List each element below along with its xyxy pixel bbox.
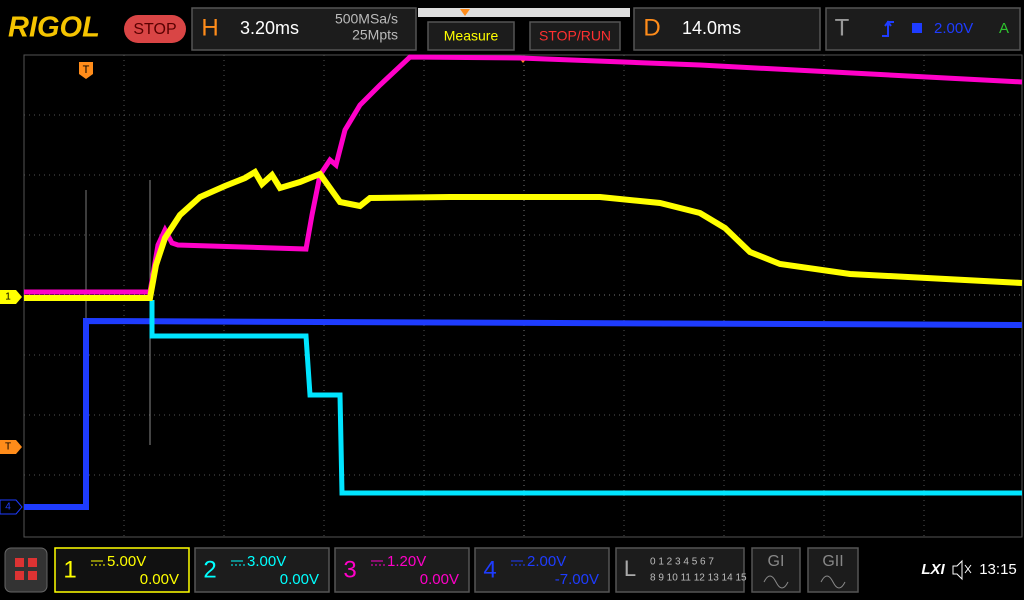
channel-panel[interactable] — [474, 547, 610, 593]
memory-bar — [418, 8, 630, 17]
menu-button[interactable] — [4, 547, 48, 593]
mute-icon[interactable] — [952, 559, 972, 581]
horizontal-panel[interactable] — [191, 7, 417, 51]
brand: RIGOL — [8, 12, 100, 44]
logic-row2: 8 9 10 11 12 13 14 15 — [650, 573, 747, 584]
delay-label: D — [643, 14, 660, 41]
trigger-position-label: T — [83, 64, 90, 76]
ch2-trace — [149, 300, 1022, 496]
channel-scale: 1.20V — [387, 553, 426, 570]
menu-icon — [28, 558, 37, 567]
ch1-marker — [0, 290, 22, 304]
clock: 13:15 — [979, 561, 1017, 578]
delay-panel[interactable] — [633, 7, 821, 51]
horizontal-label: H — [201, 14, 218, 41]
trigger-level-label: T — [5, 442, 11, 453]
generator1-button[interactable] — [751, 547, 801, 593]
coupling-icon — [231, 560, 245, 566]
status-badge[interactable] — [124, 15, 186, 43]
measure-label: Measure — [444, 28, 499, 44]
trigger-source-icon — [912, 23, 922, 33]
memory-depth: 25Mpts — [352, 27, 398, 43]
ch4-trace — [24, 317, 1023, 510]
channel-offset: 0.00V — [140, 571, 179, 588]
menu-icon — [15, 571, 24, 580]
coupling-icon — [371, 560, 385, 566]
trigger-position-marker — [79, 62, 93, 79]
channel-number: 4 — [483, 556, 496, 583]
stoprun-button[interactable] — [529, 21, 621, 51]
trigger-mode: A — [999, 20, 1009, 37]
channel-offset: 0.00V — [420, 571, 459, 588]
coupling-icon — [91, 560, 105, 566]
ch1-trace — [24, 167, 1023, 301]
generator1-label: GI — [768, 553, 785, 570]
ch4-marker — [0, 499, 23, 515]
channel-panel[interactable] — [334, 547, 470, 593]
status: STOP — [133, 21, 176, 38]
memory-position — [460, 9, 470, 16]
timebase: 3.20ms — [240, 18, 299, 38]
channel-number: 3 — [343, 556, 356, 583]
delay-value: 14.0ms — [682, 18, 741, 38]
logic-row1: 0 1 2 3 4 5 6 7 — [650, 557, 714, 568]
coupling-icon — [511, 560, 525, 566]
channel-panel[interactable] — [194, 547, 330, 593]
generator2-button[interactable] — [807, 547, 859, 593]
channel-scale: 5.00V — [107, 553, 146, 570]
lxi-label: LXI — [921, 561, 945, 578]
trigger-label: T — [835, 14, 850, 41]
logic-panel[interactable] — [615, 547, 745, 593]
trigger-edge-icon — [882, 20, 894, 37]
stoprun-label: STOP/RUN — [539, 28, 611, 44]
measure-button[interactable] — [427, 21, 515, 51]
channel-scale: 3.00V — [247, 553, 286, 570]
wave-icon — [820, 575, 846, 589]
channel-number: 1 — [63, 556, 76, 583]
ch1-marker-label: 1 — [5, 292, 11, 303]
graticule — [24, 55, 1022, 537]
channel-offset: 0.00V — [280, 571, 319, 588]
channel-offset: -7.00V — [555, 571, 599, 588]
trigger-level: 2.00V — [934, 20, 973, 37]
trigger-level-marker — [0, 440, 22, 454]
ch3-trace — [24, 54, 1023, 295]
menu-icon — [28, 571, 37, 580]
generator2-label: GII — [822, 553, 843, 570]
channel-panel[interactable] — [54, 547, 190, 593]
menu-icon — [15, 558, 24, 567]
logic-label: L — [624, 556, 636, 581]
wave-icon — [763, 575, 789, 589]
trigger-panel[interactable] — [825, 7, 1021, 51]
channel-number: 2 — [203, 556, 216, 583]
channel-scale: 2.00V — [527, 553, 566, 570]
sample-rate: 500MSa/s — [335, 11, 398, 27]
ch4-marker-label: 4 — [5, 502, 11, 513]
